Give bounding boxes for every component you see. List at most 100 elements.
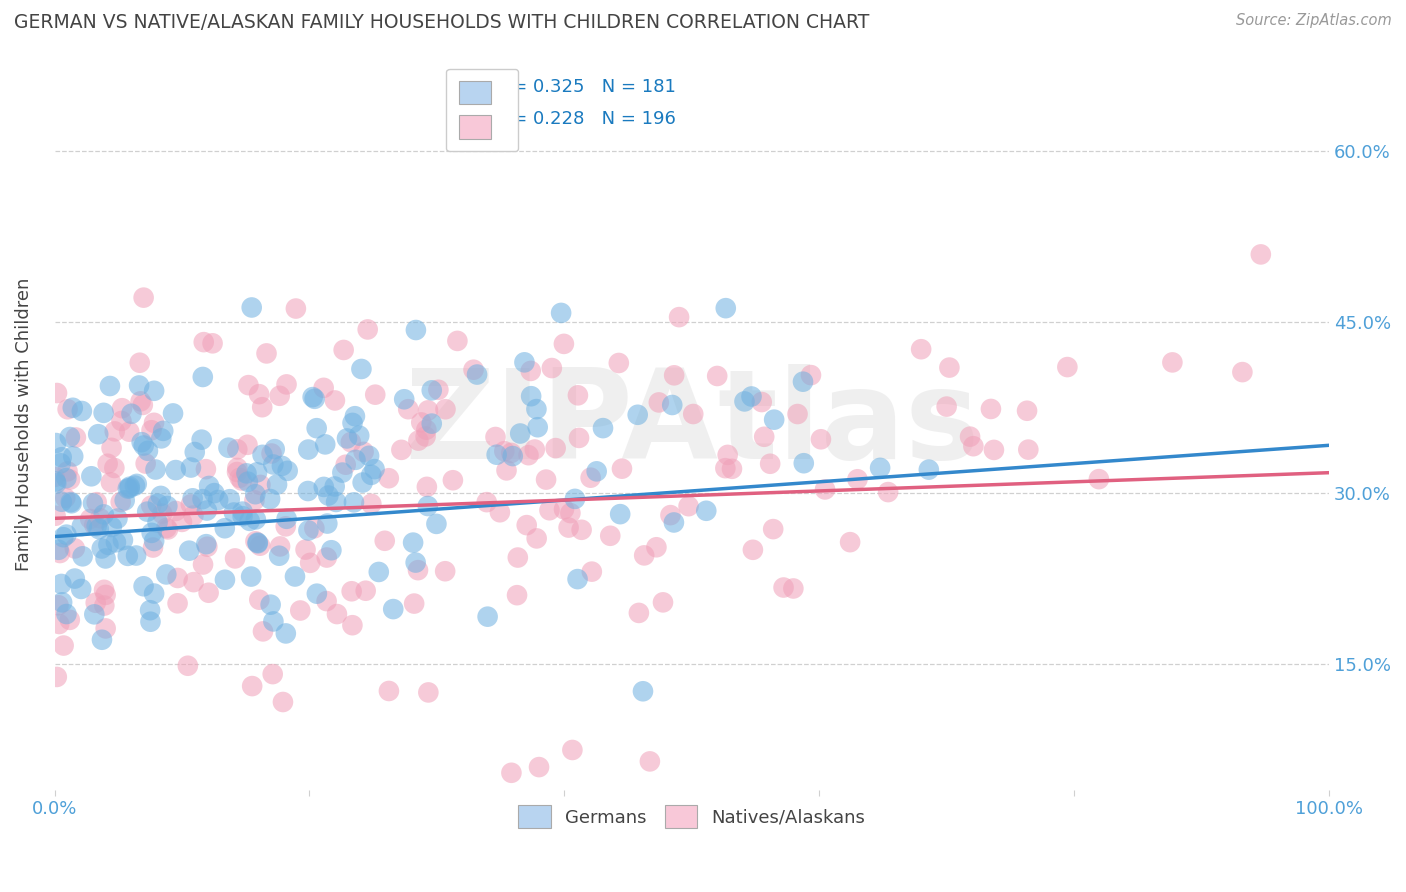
Point: [228, 471, 250, 485]
Point: [495, 463, 517, 477]
Point: [263, 442, 285, 457]
Point: [46, 386, 69, 401]
Point: [155, 521, 177, 535]
Point: [132, 438, 155, 452]
Point: [714, 461, 737, 475]
Point: [139, 615, 162, 629]
Point: [110, 495, 132, 509]
Point: [332, 466, 354, 480]
Point: [191, 370, 214, 384]
Point: [980, 401, 1002, 416]
Point: [839, 535, 862, 549]
Point: [441, 473, 464, 487]
Point: [343, 409, 366, 424]
Point: [312, 381, 335, 395]
Point: [125, 549, 148, 563]
Point: [232, 509, 254, 524]
Point: [526, 402, 548, 417]
Point: [800, 368, 823, 383]
Point: [425, 516, 447, 531]
Point: [56, 464, 79, 478]
Point: [315, 594, 337, 608]
Point: [51, 595, 73, 609]
Point: [740, 389, 762, 403]
Point: [136, 505, 159, 519]
Point: [245, 512, 267, 526]
Point: [553, 502, 575, 516]
Point: [260, 446, 283, 460]
Point: [202, 486, 225, 500]
Point: [544, 441, 567, 455]
Point: [118, 481, 141, 495]
Point: [156, 499, 179, 513]
Point: [70, 519, 93, 533]
Point: [141, 525, 163, 540]
Point: [256, 346, 278, 360]
Point: [222, 506, 245, 520]
Point: [734, 394, 756, 409]
Point: [553, 337, 575, 351]
Point: [297, 524, 319, 538]
Point: [183, 575, 205, 590]
Point: [93, 582, 115, 597]
Point: [198, 479, 221, 493]
Point: [62, 450, 84, 464]
Point: [84, 596, 107, 610]
Point: [561, 743, 583, 757]
Point: [284, 569, 307, 583]
Point: [269, 540, 291, 554]
Point: [538, 503, 561, 517]
Point: [323, 479, 346, 493]
Point: [59, 473, 82, 487]
Point: [627, 408, 650, 422]
Point: [304, 521, 326, 535]
Point: [353, 445, 375, 459]
Point: [132, 398, 155, 412]
Point: [97, 457, 120, 471]
Point: [118, 425, 141, 439]
Point: [65, 430, 87, 444]
Point: [304, 392, 326, 406]
Point: [104, 535, 127, 549]
Point: [983, 442, 1005, 457]
Point: [682, 407, 704, 421]
Point: [284, 301, 307, 316]
Point: [277, 464, 299, 478]
Point: [125, 476, 148, 491]
Point: [181, 491, 204, 506]
Point: [177, 658, 200, 673]
Point: [111, 401, 134, 416]
Point: [340, 435, 363, 450]
Point: [502, 449, 524, 463]
Point: [180, 460, 202, 475]
Point: [581, 565, 603, 579]
Point: [359, 449, 381, 463]
Point: [86, 519, 108, 533]
Point: [270, 458, 292, 473]
Point: [762, 522, 785, 536]
Point: [342, 618, 364, 632]
Point: [786, 407, 808, 421]
Point: [152, 424, 174, 438]
Point: [501, 446, 523, 460]
Point: [100, 441, 122, 455]
Point: [312, 480, 335, 494]
Point: [763, 412, 786, 426]
Point: [332, 343, 354, 357]
Point: [195, 537, 218, 551]
Point: [83, 517, 105, 532]
Point: [540, 361, 562, 376]
Point: [427, 383, 450, 397]
Point: [49, 456, 72, 470]
Point: [82, 496, 104, 510]
Point: [326, 607, 349, 621]
Point: [141, 499, 163, 513]
Point: [1015, 403, 1038, 417]
Point: [239, 514, 262, 528]
Point: [527, 760, 550, 774]
Point: [195, 540, 218, 554]
Point: [117, 482, 139, 496]
Point: [191, 558, 214, 572]
Point: [166, 571, 188, 585]
Point: [52, 639, 75, 653]
